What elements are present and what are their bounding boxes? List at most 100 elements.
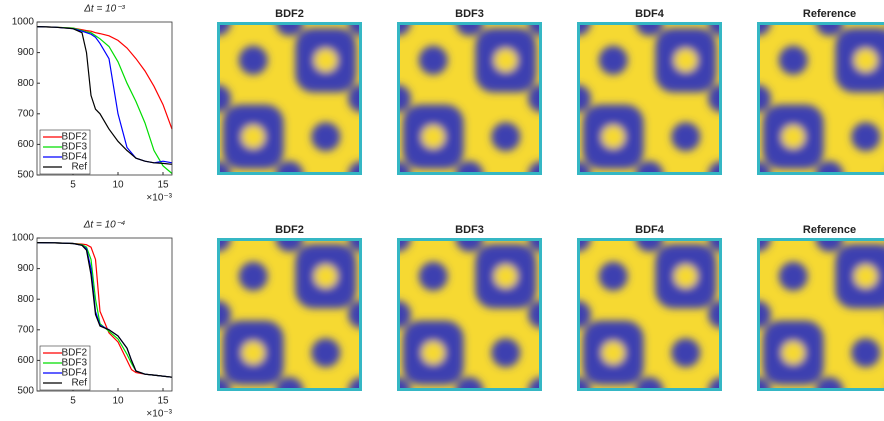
edge-spot	[455, 161, 484, 175]
edge-spot	[757, 84, 771, 113]
field-border	[757, 238, 884, 391]
y-tick-label: 900	[17, 263, 34, 274]
field-border	[217, 22, 362, 175]
edge-spot	[397, 300, 411, 329]
spot	[854, 264, 878, 288]
legend-label: BDF3	[61, 358, 87, 369]
edge-spot	[275, 161, 304, 175]
edge-spot	[455, 377, 484, 391]
edge-spot	[397, 238, 411, 252]
y-tick-label: 500	[17, 386, 34, 397]
edge-spot	[757, 22, 771, 36]
spot	[854, 48, 878, 72]
spot	[851, 338, 881, 368]
plot-frame	[36, 237, 173, 392]
spot	[781, 341, 805, 365]
edge-spot	[348, 84, 362, 113]
field-image	[397, 22, 542, 175]
spot	[418, 45, 448, 75]
x-multiplier: ×10⁻³	[146, 409, 172, 420]
field-border	[397, 22, 542, 175]
spot	[851, 122, 881, 152]
panel-title: BDF3	[455, 224, 484, 236]
x-tick-label: 15	[157, 180, 169, 191]
field-image	[397, 238, 542, 391]
series-line	[36, 242, 173, 378]
y-tick-label: 700	[17, 108, 34, 119]
edge-spot	[275, 238, 304, 252]
y-tick-label: 900	[17, 47, 34, 58]
edge-spot	[815, 161, 844, 175]
edge-spot	[275, 22, 304, 36]
edge-spot	[708, 84, 722, 113]
spot	[241, 125, 265, 149]
panel-title: BDF4	[635, 224, 665, 236]
legend-label: Ref	[71, 162, 87, 173]
legend-label: BDF4	[61, 368, 87, 379]
spot	[491, 338, 521, 368]
y-tick-label: 800	[17, 294, 34, 305]
field-blobs	[397, 238, 542, 391]
spot	[421, 125, 445, 149]
spot	[601, 125, 625, 149]
x-tick-label: 5	[70, 396, 76, 407]
x-multiplier: ×10⁻³	[146, 193, 172, 204]
edge-spot	[528, 161, 542, 175]
spot	[241, 341, 265, 365]
edge-spot	[348, 238, 362, 252]
edge-spot	[275, 377, 304, 391]
spot	[778, 261, 808, 291]
edge-spot	[577, 300, 591, 329]
edge-spot	[217, 300, 231, 329]
field-blobs	[757, 22, 884, 175]
edge-spot	[528, 377, 542, 391]
edge-spot	[815, 22, 844, 36]
edge-spot	[635, 377, 664, 391]
field-border	[217, 238, 362, 391]
field-blobs	[397, 22, 542, 175]
edge-spot	[757, 161, 771, 175]
edge-spot	[528, 84, 542, 113]
field-border	[757, 22, 884, 175]
edge-spot	[528, 238, 542, 252]
edge-spot	[577, 377, 591, 391]
panel-title: BDF4	[635, 8, 665, 20]
edge-spot	[397, 22, 411, 36]
spot	[778, 45, 808, 75]
spot	[494, 264, 518, 288]
spot	[421, 341, 445, 365]
edge-spot	[815, 377, 844, 391]
edge-spot	[757, 300, 771, 329]
edge-spot	[455, 238, 484, 252]
spot	[311, 338, 341, 368]
edge-spot	[635, 22, 664, 36]
panel-title: Reference	[803, 224, 856, 236]
edge-spot	[815, 238, 844, 252]
spot	[494, 48, 518, 72]
x-tick-label: 15	[157, 396, 169, 407]
edge-spot	[708, 161, 722, 175]
field-border	[577, 22, 722, 175]
spot	[314, 48, 338, 72]
spot	[238, 45, 268, 75]
x-tick-label: 5	[70, 180, 76, 191]
y-tick-label: 600	[17, 139, 34, 150]
edge-spot	[757, 377, 771, 391]
x-tick-label: 10	[112, 180, 124, 191]
edge-spot	[397, 377, 411, 391]
edge-spot	[577, 238, 591, 252]
edge-spot	[217, 238, 231, 252]
y-tick-label: 1000	[12, 233, 35, 244]
edge-spot	[708, 22, 722, 36]
spot	[314, 264, 338, 288]
edge-spot	[577, 22, 591, 36]
spot	[491, 122, 521, 152]
legend-label: Ref	[71, 378, 87, 389]
field-blobs	[217, 22, 362, 175]
spot	[598, 45, 628, 75]
field-blobs	[757, 238, 884, 391]
legend-label: BDF2	[61, 132, 87, 143]
edge-spot	[348, 22, 362, 36]
field-border	[397, 238, 542, 391]
